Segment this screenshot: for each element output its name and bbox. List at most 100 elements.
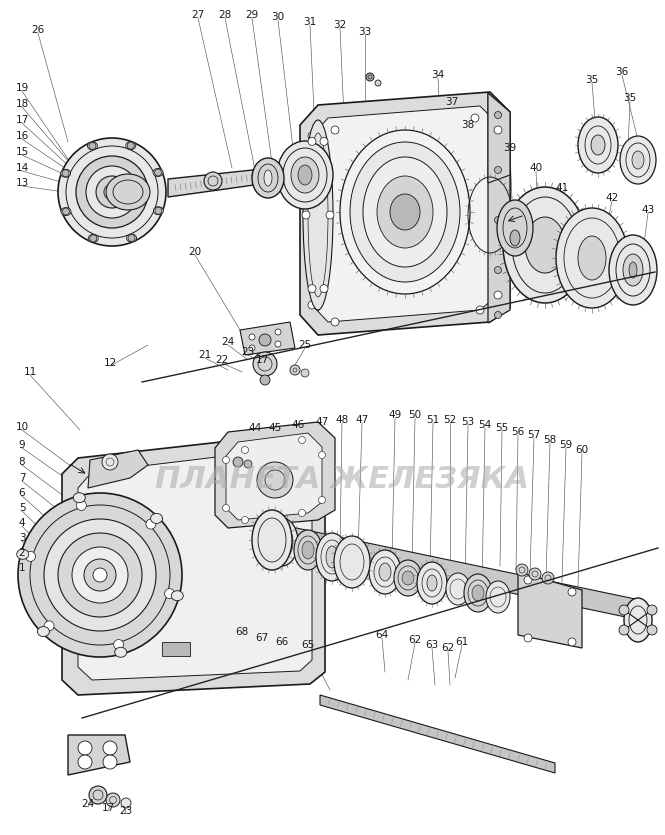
Polygon shape <box>62 432 325 695</box>
Circle shape <box>494 291 502 299</box>
Circle shape <box>76 500 86 510</box>
Ellipse shape <box>578 236 606 280</box>
Circle shape <box>146 519 156 529</box>
Text: 40: 40 <box>529 163 543 173</box>
Ellipse shape <box>106 174 150 210</box>
Text: 6: 6 <box>19 488 25 498</box>
Ellipse shape <box>303 120 333 310</box>
Circle shape <box>259 334 271 346</box>
Circle shape <box>619 605 629 615</box>
Text: 17: 17 <box>255 355 269 365</box>
Text: 8: 8 <box>19 457 25 467</box>
Polygon shape <box>320 695 555 773</box>
Circle shape <box>233 457 243 467</box>
Polygon shape <box>68 735 130 775</box>
Text: 49: 49 <box>388 410 402 420</box>
Circle shape <box>244 460 252 468</box>
Circle shape <box>44 621 54 631</box>
Circle shape <box>104 184 120 200</box>
Ellipse shape <box>629 262 637 278</box>
Text: 35: 35 <box>585 75 598 85</box>
Ellipse shape <box>624 598 652 642</box>
Polygon shape <box>312 106 498 322</box>
Circle shape <box>319 452 325 458</box>
Text: 63: 63 <box>426 640 439 650</box>
Circle shape <box>320 285 328 292</box>
Text: 43: 43 <box>641 205 654 215</box>
Circle shape <box>18 493 182 657</box>
Ellipse shape <box>264 170 272 186</box>
Circle shape <box>249 334 255 340</box>
Text: 67: 67 <box>255 633 269 643</box>
Ellipse shape <box>114 647 127 657</box>
Text: 7: 7 <box>19 473 25 483</box>
Circle shape <box>114 640 124 650</box>
Ellipse shape <box>363 157 447 267</box>
Text: 5: 5 <box>19 503 25 513</box>
Text: 33: 33 <box>358 27 372 37</box>
Ellipse shape <box>266 518 298 566</box>
Text: 25: 25 <box>299 340 312 350</box>
Circle shape <box>154 169 162 176</box>
Circle shape <box>106 793 120 807</box>
Text: 23: 23 <box>241 347 255 357</box>
Polygon shape <box>240 322 295 355</box>
Text: 65: 65 <box>301 640 315 650</box>
Ellipse shape <box>609 235 657 305</box>
Circle shape <box>241 517 249 524</box>
Ellipse shape <box>154 207 164 215</box>
Text: 56: 56 <box>511 427 525 437</box>
Circle shape <box>93 568 107 582</box>
Ellipse shape <box>369 550 401 594</box>
Ellipse shape <box>394 560 422 596</box>
Text: ПЛАНЕТА ЖЕЛЕЗЯКА: ПЛАНЕТА ЖЕЛЕЗЯКА <box>155 465 529 494</box>
Text: 38: 38 <box>462 120 475 130</box>
Text: 62: 62 <box>408 635 422 645</box>
Text: 59: 59 <box>559 440 573 450</box>
Circle shape <box>308 301 316 309</box>
Circle shape <box>121 798 131 808</box>
Circle shape <box>495 112 501 119</box>
Polygon shape <box>88 450 148 488</box>
Text: 29: 29 <box>245 10 259 20</box>
Circle shape <box>619 625 629 635</box>
Text: 3: 3 <box>19 533 25 543</box>
Text: 54: 54 <box>478 420 491 430</box>
Ellipse shape <box>510 230 520 246</box>
Text: 11: 11 <box>23 367 37 377</box>
Ellipse shape <box>298 165 312 185</box>
Ellipse shape <box>252 510 292 570</box>
Circle shape <box>495 266 501 274</box>
Circle shape <box>257 462 293 498</box>
Ellipse shape <box>390 194 420 230</box>
Ellipse shape <box>294 530 322 570</box>
Circle shape <box>78 741 92 755</box>
Polygon shape <box>78 447 312 680</box>
Circle shape <box>62 170 69 177</box>
Text: 26: 26 <box>31 25 45 35</box>
Ellipse shape <box>497 200 533 256</box>
Ellipse shape <box>578 117 618 173</box>
Ellipse shape <box>402 571 414 585</box>
Polygon shape <box>518 572 582 648</box>
Circle shape <box>366 73 374 81</box>
Text: 57: 57 <box>527 430 541 440</box>
Circle shape <box>253 352 277 376</box>
Text: 47: 47 <box>315 417 329 427</box>
Text: 12: 12 <box>103 358 116 368</box>
Ellipse shape <box>326 546 338 568</box>
Circle shape <box>128 235 135 241</box>
Ellipse shape <box>556 208 628 308</box>
Polygon shape <box>258 520 640 620</box>
Circle shape <box>90 235 97 242</box>
Circle shape <box>308 285 316 292</box>
Circle shape <box>302 211 310 219</box>
Ellipse shape <box>427 575 437 591</box>
Text: 28: 28 <box>218 10 231 20</box>
Text: 24: 24 <box>81 799 94 809</box>
Text: 31: 31 <box>303 17 317 27</box>
Circle shape <box>275 329 281 335</box>
Ellipse shape <box>525 217 565 273</box>
Ellipse shape <box>172 590 184 600</box>
Ellipse shape <box>503 187 587 303</box>
